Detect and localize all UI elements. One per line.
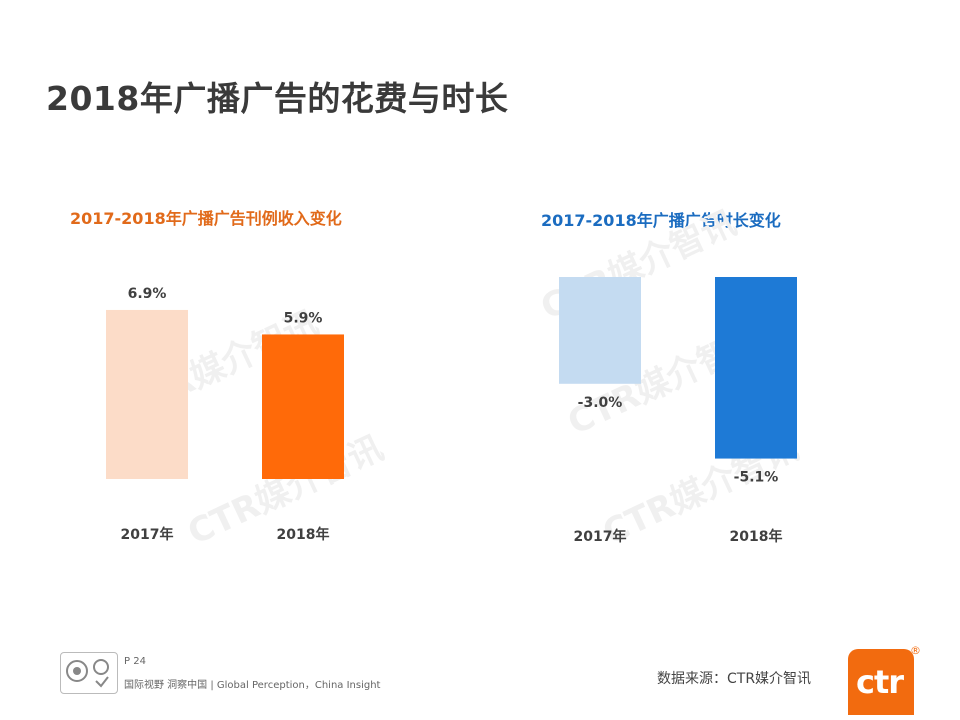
certification-badge-icon <box>60 652 118 694</box>
chart2-title: 2017-2018年广播广告时长变化 <box>541 211 781 230</box>
registered-mark: ® <box>910 644 921 657</box>
page-number: P 24 <box>124 656 146 667</box>
bars-layer: 6.9% 2017年 5.9% 2018年 -3.0% 2017年 -5.1% 2018年 <box>106 277 797 545</box>
chart2-category-label: 2017年 <box>574 528 627 545</box>
logo-text: ctr <box>856 663 904 701</box>
chart2-bar <box>715 277 797 459</box>
chart2-bar <box>559 277 641 384</box>
chart2-data-label: -3.0% <box>578 395 623 411</box>
footer-slogan: 国际视野 洞察中国 | Global Perception，China Insi… <box>124 680 381 691</box>
data-source: 数据来源：CTR媒介智讯 <box>657 671 812 687</box>
page-title: 2018年广播广告的花费与时长 <box>46 79 509 118</box>
watermark-layer: CTR媒介智讯 CTR媒介智讯 CTR媒介智讯 CTR媒介智讯 CTR媒介智讯 <box>117 203 805 553</box>
chart1-data-label: 6.9% <box>128 286 167 302</box>
ctr-logo: ctr <box>848 649 914 715</box>
chart1-category-label: 2018年 <box>277 526 330 543</box>
chart1-bar <box>262 334 344 479</box>
chart1-title: 2017-2018年广播广告刊例收入变化 <box>70 209 342 228</box>
chart1-category-label: 2017年 <box>121 526 174 543</box>
chart1-data-label: 5.9% <box>284 310 323 326</box>
chart2-data-label: -5.1% <box>734 470 779 486</box>
chart2-category-label: 2018年 <box>730 528 783 545</box>
chart1-bar <box>106 309 188 479</box>
